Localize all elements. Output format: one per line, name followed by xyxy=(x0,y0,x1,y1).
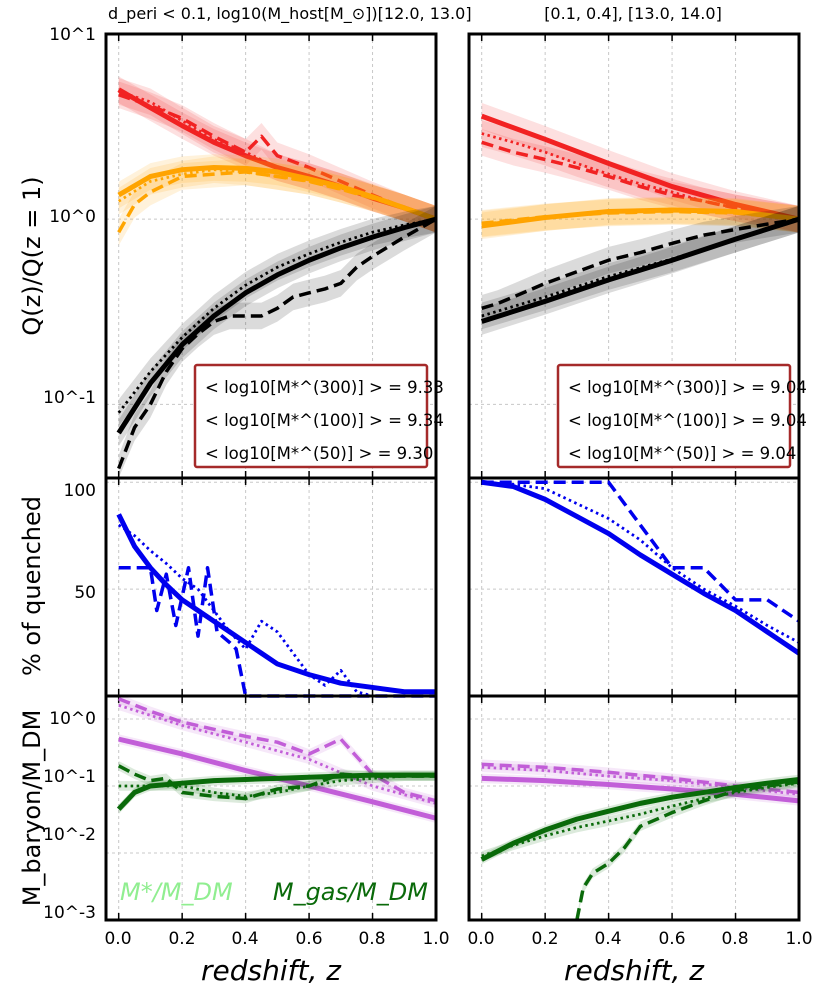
xtick-left-0: 0.0 xyxy=(104,929,131,949)
series-bot-left-violet-100 xyxy=(118,697,437,803)
panel-frame-bot-left xyxy=(104,694,438,922)
series-top-left-orange-100 xyxy=(117,170,437,234)
series-top-right-black-100 xyxy=(481,217,800,310)
panel-frame-mid-left xyxy=(104,476,438,698)
band-top-right-red-100 xyxy=(481,129,799,233)
series-bot-left-violet-50 xyxy=(118,703,437,805)
series-top-right-black-50 xyxy=(481,217,800,318)
series-top-right-orange-50 xyxy=(481,209,800,226)
band-top-left-orange-300 xyxy=(118,154,436,233)
annot-mstar-mdm: M*/M_DM xyxy=(120,878,233,906)
band-top-left-orange-100 xyxy=(118,158,436,246)
title-right: [0.1, 0.4], [13.0, 14.0] xyxy=(544,4,722,23)
band-top-left-orange-50 xyxy=(118,156,436,233)
ylabel-mid: % of quenched xyxy=(18,496,46,676)
ytick-mid-100: 100 xyxy=(64,481,96,501)
panel-frame-bot-right xyxy=(467,694,801,922)
series-bot-right-violet-300 xyxy=(481,775,800,804)
series-top-left-black-50 xyxy=(117,217,437,414)
band-top-right-orange-100 xyxy=(481,198,799,237)
ylabel-top: Q(z)/Q(z = 1) xyxy=(18,176,46,335)
xtick-right-5: 1.0 xyxy=(785,929,812,949)
xtick-left-5: 1.0 xyxy=(422,929,449,949)
legend-left-line-2: < log10[M*^(100)] > = 9.34 xyxy=(205,411,444,430)
ylabel-bot: M_baryon/M_DM xyxy=(18,710,46,907)
series-top-left-black-300 xyxy=(116,216,437,435)
xtick-left-3: 0.6 xyxy=(295,929,322,949)
xtick-left-2: 0.4 xyxy=(231,929,258,949)
legend-left: < log10[M*^(300)] > = 9.33 < log10[M*^(1… xyxy=(193,363,444,469)
ytick-bot-10-m1: 10^-1 xyxy=(43,767,96,787)
xtick-right-4: 0.8 xyxy=(721,929,748,949)
ytick-bot-10-m2: 10^-2 xyxy=(43,825,96,845)
band-top-right-orange-300 xyxy=(481,196,799,240)
xtick-right-0: 0.0 xyxy=(467,929,494,949)
band-top-right-black-50 xyxy=(481,205,799,330)
annot-mgas-mdm: M_gas/M_DM xyxy=(273,878,428,906)
series-bot-left-green-100 xyxy=(117,764,436,801)
xlabel-left: redshift, z xyxy=(201,954,342,987)
series-bot-right-green-300 xyxy=(480,776,800,862)
band-bot-left-violet-100 xyxy=(118,693,436,806)
ytick-bot-10-m3: 10^-3 xyxy=(43,903,96,923)
series-mid-left-blue-300 xyxy=(116,513,436,695)
ytick-top-10-m1: 10^-1 xyxy=(43,388,96,408)
band-top-left-black-100 xyxy=(118,205,436,478)
series-mid-left-blue-50 xyxy=(117,523,436,698)
series-top-left-black-100 xyxy=(117,217,437,470)
xtick-right-1: 0.2 xyxy=(531,929,558,949)
series-top-right-red-100 xyxy=(481,140,800,221)
series-mid-right-blue-100 xyxy=(481,480,800,623)
ytick-top-10-1: 10^1 xyxy=(49,25,96,45)
xtick-left-4: 0.8 xyxy=(358,929,385,949)
band-bot-right-green-50 xyxy=(481,778,799,861)
series-bot-right-violet-50 xyxy=(481,765,800,796)
series-top-right-red-50 xyxy=(481,132,800,221)
band-top-right-orange-50 xyxy=(481,197,799,238)
xtick-right-3: 0.6 xyxy=(658,929,685,949)
legend-right-line-2: < log10[M*^(100)] > = 9.04 xyxy=(568,411,807,430)
series-mid-right-blue-50 xyxy=(481,480,800,644)
band-bot-left-violet-50 xyxy=(118,700,436,809)
series-bot-right-green-100 xyxy=(575,780,800,921)
series-bot-right-green-50 xyxy=(481,781,800,858)
ytick-bot-10-0: 10^0 xyxy=(49,709,96,729)
xtick-right-2: 0.4 xyxy=(594,929,621,949)
legend-left-line-1: < log10[M*^(300)] > = 9.33 xyxy=(205,378,444,397)
series-mid-right-blue-300 xyxy=(481,479,801,656)
band-top-left-black-50 xyxy=(118,205,436,427)
title-left: d_peri < 0.1, log10(M_host[M_⊙])[12.0, 1… xyxy=(108,4,472,24)
xlabel-right: redshift, z xyxy=(564,954,705,987)
legend-right-box xyxy=(556,363,792,469)
panel-frame-mid-right xyxy=(467,476,801,698)
series-layer xyxy=(116,76,801,921)
legend-right: < log10[M*^(300)] > = 9.04 < log10[M*^(1… xyxy=(556,363,807,469)
band-bot-left-green-100 xyxy=(118,760,436,804)
xtick-left-1: 0.2 xyxy=(168,929,195,949)
legend-right-line-3: < log10[M*^(50)] > = 9.04 xyxy=(568,444,796,463)
legend-right-line-1: < log10[M*^(300)] > = 9.04 xyxy=(568,378,807,397)
ytick-top-10-0: 10^0 xyxy=(49,207,96,227)
band-top-right-black-100 xyxy=(481,205,799,322)
legend-left-box xyxy=(193,363,429,469)
ytick-mid-50: 50 xyxy=(74,583,96,603)
legend-left-line-3: < log10[M*^(50)] > = 9.30 xyxy=(205,444,433,463)
series-top-right-red-300 xyxy=(480,113,800,222)
